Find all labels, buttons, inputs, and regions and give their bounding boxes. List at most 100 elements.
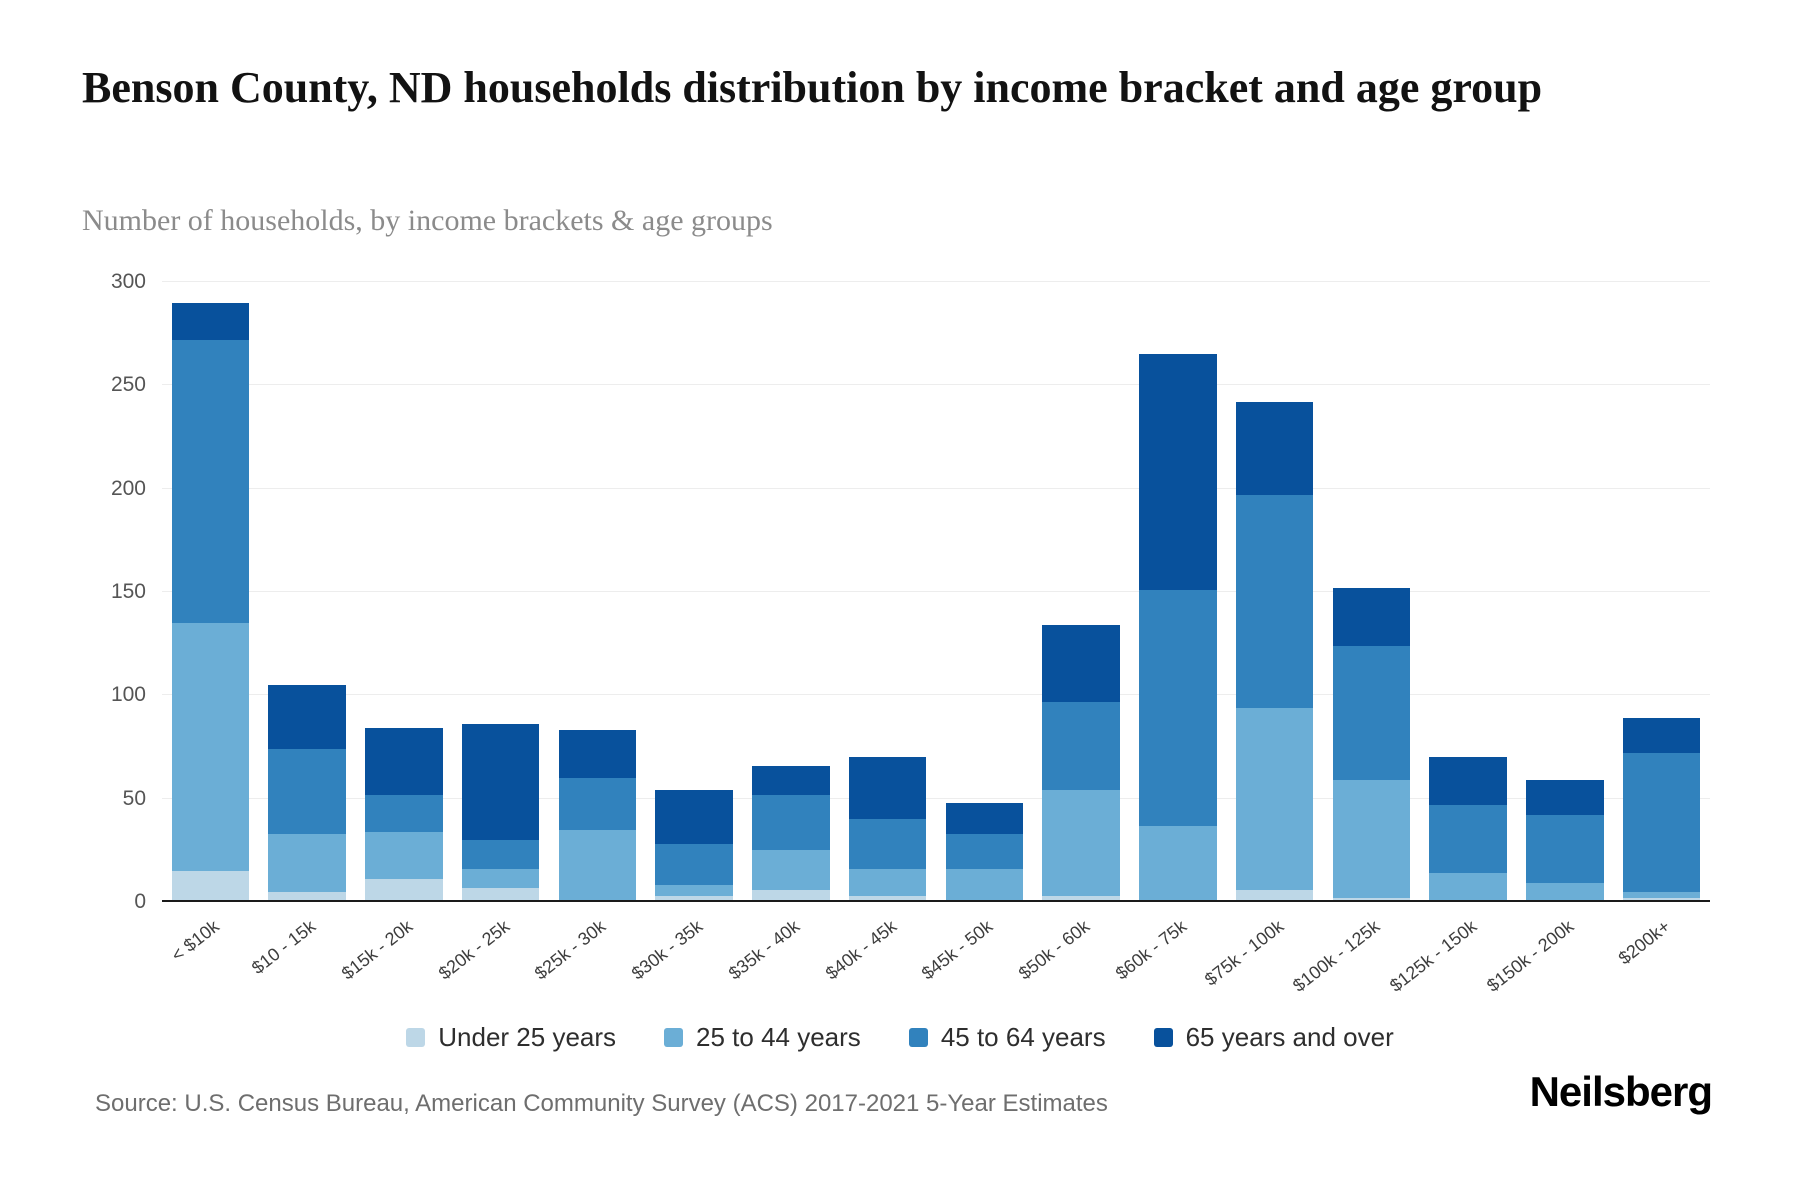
gridline (162, 487, 1710, 489)
bar-segment[interactable] (1332, 780, 1411, 898)
bar-slot (549, 282, 646, 902)
bar-segment[interactable] (1622, 718, 1701, 754)
bar-segment[interactable] (1235, 494, 1314, 708)
stacked-bar (1042, 282, 1120, 902)
stacked-bar (461, 282, 540, 902)
stacked-bar (752, 282, 830, 902)
brand-logo[interactable]: Neilsberg (1529, 1068, 1713, 1115)
bar-segment[interactable] (1332, 897, 1411, 902)
bar-segment[interactable] (1235, 889, 1314, 902)
bar-segment[interactable] (1526, 780, 1604, 816)
bar-segment[interactable] (558, 829, 637, 902)
bar-segment[interactable] (848, 819, 927, 869)
bar-segment[interactable] (655, 895, 733, 902)
stacked-bar (655, 282, 733, 902)
bar-segment[interactable] (848, 895, 927, 902)
bar-segment[interactable] (1429, 804, 1507, 874)
legend-label: Under 25 years (438, 1022, 617, 1052)
bar-segment[interactable] (945, 868, 1024, 902)
bar-segment[interactable] (1042, 790, 1120, 896)
legend-swatch (908, 1028, 928, 1047)
bar-slot (1420, 282, 1517, 902)
bar-segment[interactable] (655, 790, 733, 845)
legend-item[interactable]: 45 to 64 years (908, 1022, 1106, 1053)
gridline (162, 591, 1710, 592)
bar-segment[interactable] (461, 887, 540, 902)
bar-slot (162, 282, 259, 902)
bar-segment[interactable] (1622, 753, 1701, 892)
x-axis: < $10k $10 - 15k $15k - 20k $20k - 25k $25k … (162, 904, 1710, 1019)
bar-segment[interactable] (752, 889, 830, 902)
x-tick-label: $10 - 15k (247, 916, 320, 978)
bar-segment[interactable] (1429, 757, 1507, 805)
bar-segment[interactable] (171, 871, 250, 902)
bar-segment[interactable] (171, 623, 250, 871)
bar-segment[interactable] (1139, 354, 1217, 590)
stacked-bar (365, 282, 443, 902)
bar-segment[interactable] (752, 850, 830, 890)
legend-item[interactable]: Under 25 years (406, 1022, 616, 1053)
bar-segment[interactable] (268, 833, 346, 892)
bar-segment[interactable] (848, 868, 927, 896)
bar-segment[interactable] (365, 879, 443, 902)
legend-item[interactable]: 65 years and over (1153, 1022, 1394, 1053)
bar-segment[interactable] (1332, 587, 1411, 646)
bar-segment[interactable] (945, 802, 1024, 834)
bar-segment[interactable] (365, 794, 443, 832)
bar-segment[interactable] (1042, 701, 1120, 791)
bar-segment[interactable] (1139, 825, 1217, 902)
bar-segment[interactable] (1332, 645, 1411, 781)
bar-segment[interactable] (1622, 891, 1701, 898)
stacked-bar (171, 282, 250, 902)
bar-segment[interactable] (1235, 401, 1314, 495)
bar-segment[interactable] (558, 730, 637, 778)
bar-segment[interactable] (1622, 897, 1701, 902)
chart-subtitle: Number of households, by income brackets… (82, 204, 773, 237)
stacked-bar (1526, 282, 1604, 902)
bar-segment[interactable] (1526, 815, 1604, 884)
bar-segment[interactable] (461, 868, 540, 888)
bar-segment[interactable] (848, 757, 927, 820)
stacked-bar (848, 282, 927, 902)
gridline (162, 694, 1710, 696)
bar-segment[interactable] (268, 685, 346, 750)
y-tick-label: 250 (110, 373, 146, 397)
stacked-bar (268, 282, 346, 902)
x-tick-label: < $10k (167, 916, 223, 966)
x-tick-slot: $45k - 50k (918, 904, 1033, 1019)
legend-label: 65 years and over (1185, 1022, 1394, 1052)
bar-segment[interactable] (461, 840, 540, 869)
legend-item[interactable]: 25 to 44 years (664, 1022, 861, 1053)
bar-segment[interactable] (558, 778, 637, 830)
bar-segment[interactable] (365, 831, 443, 880)
bar-segment[interactable] (1429, 873, 1507, 902)
bar-segment[interactable] (1139, 589, 1217, 826)
bar-segment[interactable] (945, 833, 1024, 869)
bar-segment[interactable] (171, 339, 250, 623)
bar-segment[interactable] (365, 728, 443, 795)
bar-segment[interactable] (655, 885, 733, 896)
x-tick-slot: $20k - 25k (434, 904, 549, 1019)
bar-segment[interactable] (268, 891, 346, 902)
y-tick-label: 100 (110, 683, 146, 707)
bar-segment[interactable] (752, 794, 830, 851)
bar-segment[interactable] (461, 724, 540, 840)
bar-segment[interactable] (1042, 625, 1120, 702)
gridline (162, 797, 1710, 799)
stacked-bar (1332, 282, 1411, 902)
bar-segment[interactable] (1235, 707, 1314, 890)
bar-segment[interactable] (752, 765, 830, 795)
plot-area: 0 50 100 150 200 250 300 (111, 270, 1710, 913)
bar-segment[interactable] (1042, 895, 1120, 902)
bar-segment[interactable] (655, 844, 733, 886)
stacked-bar (945, 282, 1024, 902)
bar-segment[interactable] (268, 749, 346, 834)
bar-segment[interactable] (1526, 883, 1604, 902)
x-tick-slot: $200k+ (1613, 904, 1710, 1019)
x-tick-slot: $50k - 60k (1015, 904, 1130, 1019)
bar-segment[interactable] (171, 302, 250, 340)
gridline (162, 281, 1710, 282)
x-tick-slot: < $10k (162, 904, 259, 1019)
y-tick-label: 0 (134, 890, 146, 913)
stacked-bar (1139, 282, 1217, 902)
